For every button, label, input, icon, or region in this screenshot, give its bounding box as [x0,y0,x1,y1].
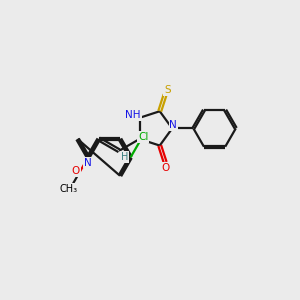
Text: S: S [164,85,171,95]
Text: H: H [121,152,128,162]
Text: CH₃: CH₃ [59,184,77,194]
Text: Cl: Cl [138,132,148,142]
Text: O: O [72,167,80,176]
Text: N: N [169,120,177,130]
Text: N: N [84,158,92,168]
Text: O: O [161,163,169,173]
Text: NH: NH [125,110,141,120]
